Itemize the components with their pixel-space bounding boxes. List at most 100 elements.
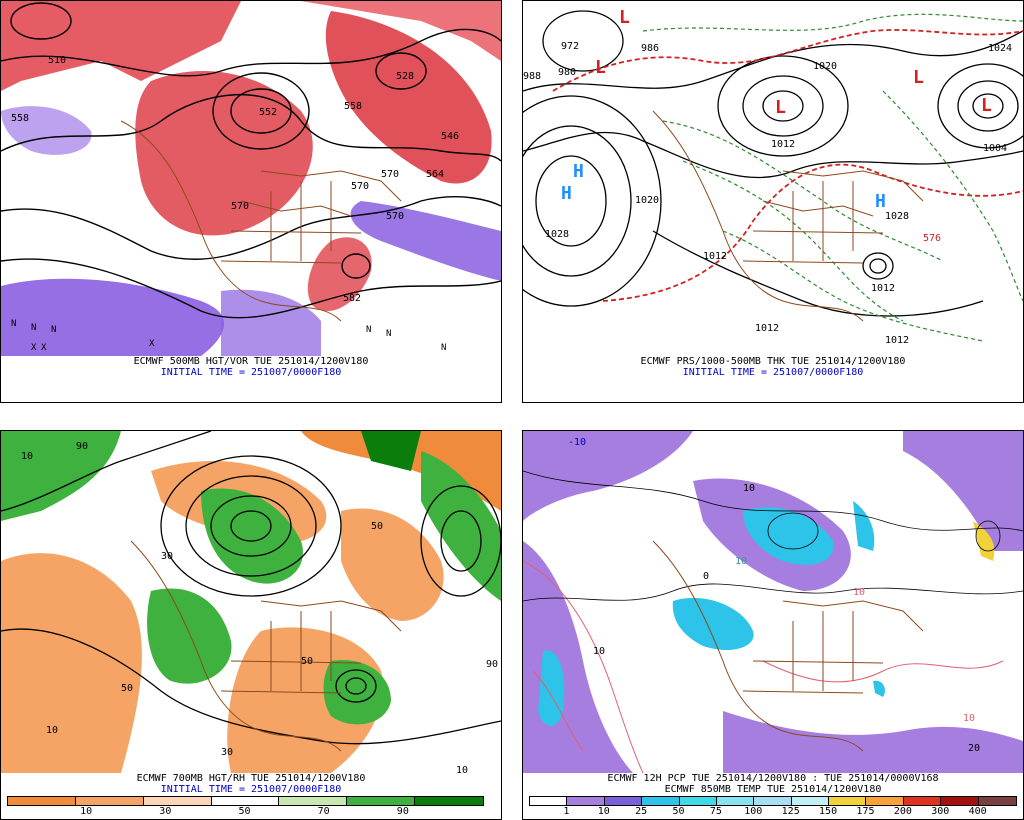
- legend-swatch: [754, 797, 792, 805]
- isobar-label: 1012: [703, 251, 728, 262]
- contour-label: 528: [396, 71, 415, 82]
- legend-tick-label: 400: [968, 806, 987, 817]
- contour-label: 570: [351, 181, 370, 192]
- map-symbol: N: [11, 319, 17, 329]
- thickness-label: 576: [923, 233, 942, 244]
- legend-tick-label: 50: [238, 806, 251, 817]
- legend-tick-label: 50: [672, 806, 685, 817]
- panel-title: ECMWF 700MB HGT/RH TUE 251014/1200V180: [136, 773, 366, 784]
- precipitation-legend-ticks: 1 10 25 50 75 100 125 150 175 200 300 400: [529, 806, 1015, 818]
- humidity-label: 30: [221, 747, 234, 758]
- high-pressure-symbol: H: [875, 191, 886, 212]
- legend-tick-label: 70: [317, 806, 330, 817]
- legend-swatch: [8, 797, 76, 805]
- legend-tick-label: 1: [563, 806, 570, 817]
- contour-label: 510: [48, 55, 67, 66]
- temperature-label: -10: [568, 437, 587, 448]
- low-pressure-symbol: L: [595, 57, 606, 78]
- contour-label: 570: [231, 201, 250, 212]
- contour-label: 558: [344, 101, 363, 112]
- legend-swatch: [567, 797, 605, 805]
- legend-swatch: [941, 797, 979, 805]
- isobar-label: 1028: [545, 229, 570, 240]
- contour-label: 564: [426, 169, 445, 180]
- humidity-label: 50: [121, 683, 134, 694]
- temperature-label: 10: [743, 483, 756, 494]
- low-pressure-symbol: L: [619, 7, 630, 28]
- temperature-label: 10: [735, 556, 748, 567]
- map-symbol: X: [149, 339, 155, 349]
- panel-subtitle: INITIAL TIME = 251007/0000F180: [682, 367, 864, 378]
- legend-tick-label: 200: [893, 806, 912, 817]
- humidity-label: 90: [486, 659, 499, 670]
- isobar-label: 986: [641, 43, 660, 54]
- contour-label: 546: [441, 131, 460, 142]
- temperature-label: 10: [593, 646, 606, 657]
- legend-swatch: [716, 797, 755, 805]
- low-pressure-symbol: L: [775, 97, 786, 118]
- humidity-label: 50: [371, 521, 384, 532]
- isobar-label: 972: [561, 41, 580, 52]
- map-symbol: N: [366, 325, 372, 335]
- legend-swatch: [978, 797, 1016, 805]
- legend-tick-label: 300: [931, 806, 950, 817]
- temperature-label: 10: [853, 587, 866, 598]
- legend-swatch: [530, 797, 568, 805]
- humidity-color-legend: [7, 796, 484, 806]
- legend-tick-label: 100: [744, 806, 763, 817]
- isobar-label: 1004: [983, 143, 1008, 154]
- temperature-label: 0: [703, 571, 710, 582]
- panel-title: ECMWF 12H PCP TUE 251014/1200V180 : TUE …: [607, 773, 939, 784]
- isobar-label: 980: [558, 67, 577, 78]
- legend-swatch: [143, 797, 212, 805]
- panel-500mb-height-vorticity: 510 552 558 570 564 558 528 582 546 570 …: [0, 0, 502, 403]
- isobar-label: 1020: [813, 61, 838, 72]
- humidity-legend-ticks: 10 30 50 70 90: [7, 806, 482, 818]
- low-pressure-symbol: L: [981, 95, 992, 116]
- humidity-label: 10: [46, 725, 59, 736]
- isobar-label: 1012: [871, 283, 896, 294]
- legend-swatch: [347, 797, 416, 805]
- legend-swatch: [604, 797, 643, 805]
- contour-label: 552: [259, 107, 278, 118]
- legend-swatch: [279, 797, 348, 805]
- legend-swatch: [903, 797, 942, 805]
- panel-title: ECMWF PRS/1000-500MB THK TUE 251014/1200…: [640, 356, 906, 367]
- isobar-label: 988: [523, 71, 542, 82]
- map-700mb-humidity: [1, 431, 501, 773]
- isobar-label: 1012: [885, 335, 910, 346]
- temperature-label: 20: [968, 743, 981, 754]
- legend-swatch: [829, 797, 867, 805]
- legend-swatch: [679, 797, 717, 805]
- humidity-label: 10: [456, 765, 469, 776]
- legend-swatch: [75, 797, 144, 805]
- legend-tick-label: 10: [80, 806, 93, 817]
- legend-swatch: [211, 797, 280, 805]
- isobar-label: 1024: [988, 43, 1013, 54]
- temperature-label: 10: [963, 713, 976, 724]
- contour-label: 570: [381, 169, 400, 180]
- isobar-label: 1020: [635, 195, 660, 206]
- humidity-label: 30: [161, 551, 174, 562]
- map-symbol: X: [41, 343, 47, 353]
- humidity-label: 90: [76, 441, 89, 452]
- legend-swatch: [642, 797, 680, 805]
- legend-tick-label: 175: [856, 806, 875, 817]
- legend-swatch: [791, 797, 829, 805]
- low-pressure-symbol: L: [913, 67, 924, 88]
- map-surface-pressure: [523, 1, 1023, 356]
- humidity-label: 50: [301, 656, 314, 667]
- panel-title: ECMWF 500MB HGT/VOR TUE 251014/1200V180: [133, 356, 369, 367]
- panel-subtitle: ECMWF 850MB TEMP TUE 251014/1200V180: [664, 784, 882, 795]
- humidity-label: 10: [21, 451, 34, 462]
- legend-tick-label: 125: [781, 806, 800, 817]
- map-symbol: N: [441, 343, 447, 353]
- panel-surface-pressure-thickness: 972 986 980 988 1020 1028 1012 1004 1028…: [522, 0, 1024, 403]
- legend-swatch: [415, 797, 483, 805]
- legend-tick-label: 150: [819, 806, 838, 817]
- legend-tick-label: 30: [159, 806, 172, 817]
- precipitation-color-legend: [529, 796, 1017, 806]
- isobar-label: 1012: [755, 323, 780, 334]
- legend-swatch: [866, 797, 904, 805]
- contour-label: 582: [343, 293, 362, 304]
